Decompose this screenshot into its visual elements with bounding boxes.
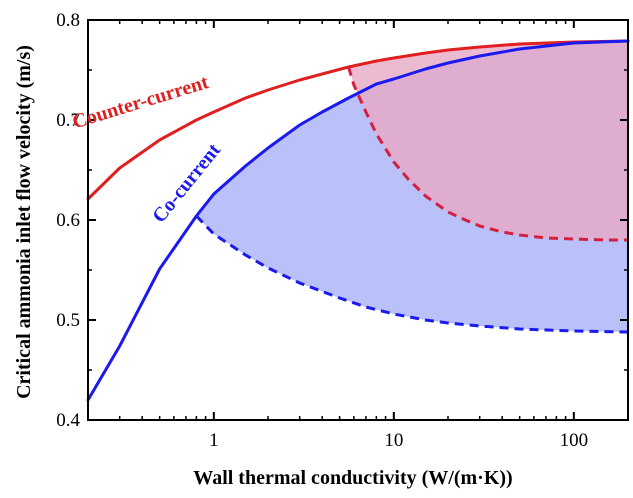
co-current-line bbox=[86, 39, 630, 402]
x-tick-label: 100 bbox=[560, 430, 589, 451]
counter-current-line bbox=[86, 39, 630, 201]
co-current-dashed-line bbox=[195, 214, 629, 334]
y-tick-label: 0.5 bbox=[56, 310, 80, 331]
y-tick-label: 0.6 bbox=[56, 210, 80, 231]
tick-layer: 0.4 0.5 0.6 0.7 0.8 1 10 100 bbox=[56, 10, 629, 451]
y-tick-label: 0.7 bbox=[56, 110, 80, 131]
y-tick-label: 0.4 bbox=[56, 410, 80, 431]
counter-current-dashed-line bbox=[347, 66, 628, 242]
x-axis-title: Wall thermal conductivity (W/(m·K)) bbox=[193, 467, 512, 489]
fill-layer bbox=[196, 41, 628, 332]
x-tick-label: 10 bbox=[384, 430, 403, 451]
shaded-region-counter-current bbox=[348, 41, 628, 240]
y-tick-label: 0.8 bbox=[56, 10, 80, 31]
line-layer bbox=[86, 39, 630, 402]
x-tick-label: 1 bbox=[209, 430, 219, 451]
y-axis-title: Critical ammonia inlet flow velocity (m/… bbox=[13, 45, 35, 399]
